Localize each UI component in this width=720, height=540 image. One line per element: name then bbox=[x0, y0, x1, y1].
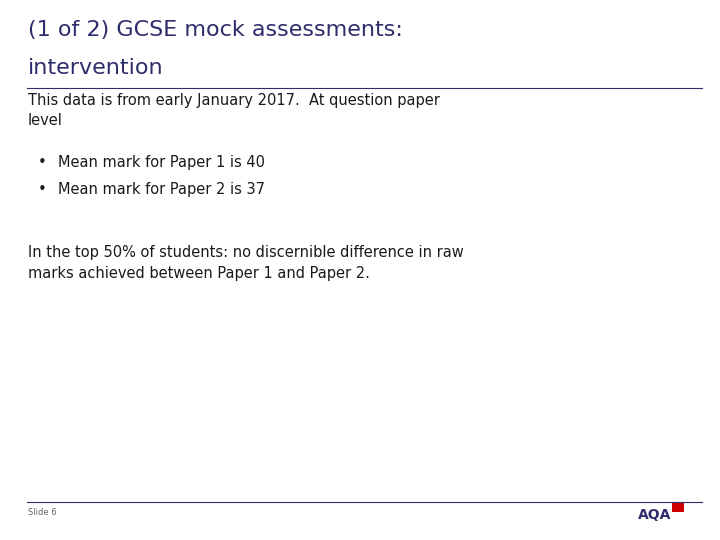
Text: Mean mark for Paper 2 is 37: Mean mark for Paper 2 is 37 bbox=[58, 182, 265, 197]
Text: •: • bbox=[38, 182, 47, 197]
Text: In the top 50% of students: no discernible difference in raw
marks achieved betw: In the top 50% of students: no discernib… bbox=[28, 245, 464, 281]
Text: Mean mark for Paper 1 is 40: Mean mark for Paper 1 is 40 bbox=[58, 155, 265, 170]
Bar bbox=[672, 502, 684, 512]
Text: intervention: intervention bbox=[28, 58, 163, 78]
Text: (1 of 2) GCSE mock assessments:: (1 of 2) GCSE mock assessments: bbox=[28, 20, 403, 40]
Text: •: • bbox=[38, 155, 47, 170]
Text: AQA: AQA bbox=[638, 508, 671, 522]
Text: This data is from early January 2017.  At question paper
level: This data is from early January 2017. At… bbox=[28, 93, 440, 128]
Text: Slide 6: Slide 6 bbox=[28, 508, 57, 517]
